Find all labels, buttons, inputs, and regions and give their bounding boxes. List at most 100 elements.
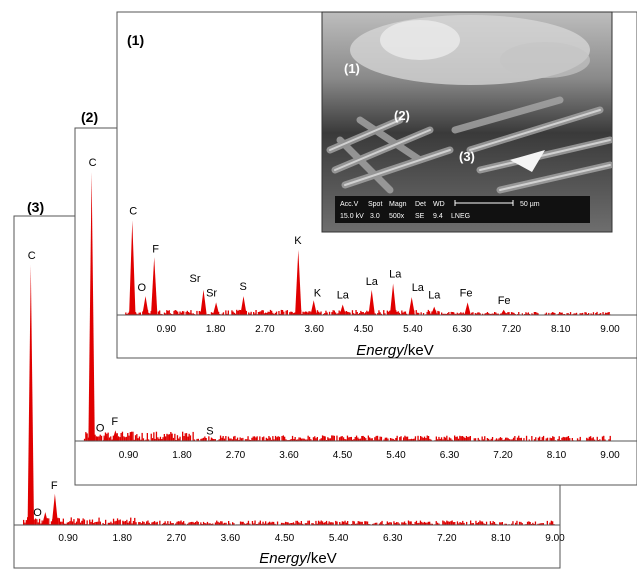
- peak-bar-la: [368, 289, 375, 315]
- noise-bar: [273, 521, 275, 525]
- noise-bar: [311, 523, 313, 525]
- noise-bar: [292, 522, 295, 525]
- sem-info-header: Spot: [368, 201, 382, 208]
- noise-bar: [414, 436, 417, 441]
- noise-bar: [290, 523, 292, 525]
- noise-bar: [384, 313, 386, 315]
- noise-bar: [490, 438, 492, 441]
- noise-bar: [270, 439, 273, 441]
- noise-bar: [394, 523, 396, 525]
- noise-bar: [154, 438, 156, 441]
- noise-bar: [578, 439, 580, 441]
- noise-bar: [312, 523, 314, 525]
- noise-bar: [356, 523, 358, 525]
- noise-bar: [98, 517, 100, 525]
- noise-bar: [362, 435, 364, 441]
- noise-bar: [120, 433, 122, 441]
- noise-bar: [274, 312, 276, 315]
- noise-bar: [290, 311, 292, 315]
- noise-bar: [536, 312, 538, 315]
- noise-bar: [367, 311, 369, 315]
- noise-bar: [592, 312, 595, 315]
- noise-bar: [369, 437, 371, 441]
- noise-bar: [145, 439, 147, 441]
- noise-bar: [591, 438, 593, 441]
- noise-bar: [546, 437, 549, 441]
- noise-bar: [249, 523, 251, 525]
- x-tick-label: 7.20: [502, 324, 522, 335]
- x-tick-label: 0.90: [58, 533, 78, 544]
- x-tick-label: 0.90: [119, 450, 139, 461]
- noise-bar: [285, 439, 287, 441]
- noise-bar: [273, 439, 275, 441]
- noise-bar: [103, 435, 105, 441]
- noise-bar: [254, 520, 256, 525]
- noise-bar: [259, 311, 261, 315]
- noise-bar: [242, 521, 244, 525]
- noise-bar: [460, 312, 462, 315]
- noise-bar: [181, 311, 184, 315]
- noise-bar: [40, 523, 42, 525]
- noise-bar: [345, 311, 348, 315]
- noise-bar: [550, 438, 553, 441]
- noise-bar: [69, 521, 71, 525]
- noise-bar: [580, 313, 582, 315]
- noise-bar: [171, 433, 173, 441]
- noise-bar: [418, 522, 420, 525]
- noise-bar: [356, 312, 358, 315]
- noise-bar: [159, 436, 162, 441]
- noise-bar: [443, 521, 445, 525]
- sem-bright-flake: [510, 150, 545, 172]
- noise-bar: [140, 439, 142, 441]
- noise-bar: [341, 436, 343, 441]
- noise-bar: [401, 522, 403, 525]
- noise-bar: [292, 313, 294, 315]
- noise-bar: [559, 312, 561, 315]
- noise-bar: [499, 522, 501, 525]
- noise-bar: [475, 520, 477, 525]
- noise-bar: [135, 522, 137, 525]
- sem-scale-bar: 50 µm: [454, 200, 540, 208]
- noise-bar: [272, 436, 274, 441]
- noise-bar: [354, 313, 356, 315]
- noise-bar: [184, 523, 186, 525]
- noise-bar: [266, 313, 268, 315]
- noise-bar: [488, 313, 490, 315]
- noise-bar: [174, 310, 176, 315]
- noise-bar: [108, 437, 111, 441]
- sem-info-bar: [335, 196, 590, 223]
- noise-bar: [134, 435, 137, 441]
- noise-bar: [425, 438, 427, 441]
- noise-bar: [491, 313, 493, 315]
- noise-bar: [426, 311, 428, 315]
- noise-bar: [397, 311, 399, 315]
- noise-bar: [265, 437, 267, 441]
- noise-bar: [604, 312, 607, 315]
- noise-bar: [134, 312, 137, 315]
- sem-fiber-highlights: [329, 109, 611, 191]
- noise-bar: [402, 312, 404, 315]
- noise-bar: [117, 436, 120, 441]
- noise-bar: [128, 521, 131, 525]
- noise-bar: [410, 521, 412, 525]
- noise-bar: [421, 521, 423, 525]
- noise-bar: [241, 521, 243, 525]
- sem-info-value: LNEG: [451, 213, 470, 220]
- noise-bar: [235, 439, 237, 441]
- noise-bar: [442, 439, 444, 441]
- peak-bar-sr: [200, 289, 207, 315]
- peak-bar-c: [88, 172, 95, 441]
- noise-bar: [573, 313, 575, 315]
- noise-bar: [520, 437, 522, 441]
- noise-bar: [307, 312, 309, 315]
- noise-bar: [253, 312, 255, 315]
- noise-bar: [41, 520, 43, 525]
- noise-bar: [525, 312, 527, 315]
- noise-bar: [182, 431, 184, 441]
- noise-bar: [511, 523, 513, 525]
- noise-bar: [236, 437, 239, 441]
- noise-bar: [385, 523, 387, 525]
- noise-bar: [329, 438, 332, 441]
- noise-bar: [515, 522, 517, 525]
